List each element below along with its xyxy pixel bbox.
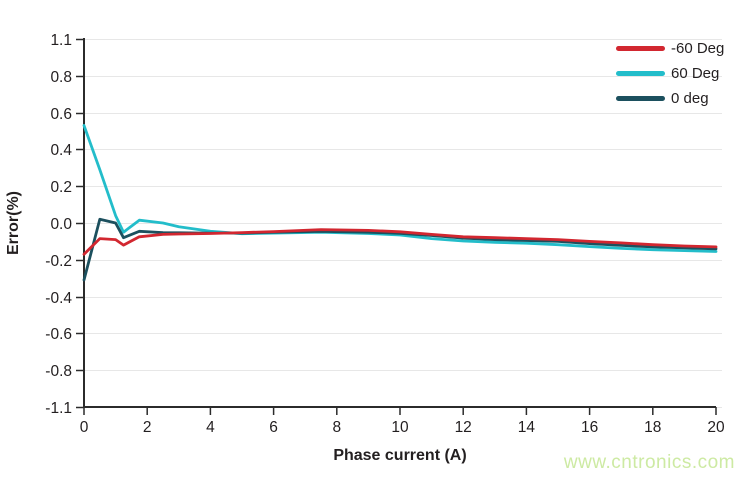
legend-item-neg60deg: -60 Deg [616, 40, 734, 57]
legend-swatch-neg60deg-line-icon [616, 46, 665, 51]
x-tick-label: 14 [518, 419, 536, 436]
y-tick-label: 0.6 [50, 106, 72, 123]
legend-item-60deg: 60 Deg [616, 65, 734, 82]
x-tick-label: 2 [143, 419, 152, 436]
legend-item-0deg: 0 deg [616, 90, 734, 107]
x-tick-label: 6 [269, 419, 278, 436]
series-line-60-deg [82, 228, 718, 256]
y-tick-label: -0.6 [45, 326, 72, 343]
x-tick-label: 12 [455, 419, 472, 436]
x-tick-label: 8 [332, 419, 341, 436]
x-tick-label: 20 [707, 419, 725, 436]
x-tick-label: 10 [391, 419, 409, 436]
legend-label-60deg: 60 Deg [671, 65, 720, 82]
series-line-0-deg [82, 217, 718, 282]
watermark: www.cntronics.com [563, 452, 735, 473]
y-tick-label: 0.2 [50, 179, 72, 196]
legend: -60 Deg 60 Deg 0 deg [616, 40, 734, 115]
x-tick-label: 4 [206, 419, 215, 436]
y-tick-label: 0.8 [50, 69, 72, 86]
legend-label-0deg: 0 deg [671, 90, 709, 107]
y-tick-label: 1.1 [50, 32, 72, 49]
legend-label-neg60deg: -60 Deg [671, 40, 725, 57]
y-axis-title: Error(%) [5, 190, 22, 256]
x-tick-label: 0 [80, 419, 89, 436]
y-tick-label: -1.1 [45, 400, 72, 417]
x-tick-label: 16 [581, 419, 598, 436]
y-tick-label: 0.4 [50, 142, 72, 159]
y-tick-label: 0.0 [50, 216, 72, 233]
x-tick-label: 18 [644, 419, 661, 436]
y-tick-label: -0.4 [45, 290, 72, 307]
legend-swatch-60deg-line-icon [616, 71, 665, 76]
legend-swatch-0deg-line-icon [616, 96, 665, 101]
y-tick-label: -0.2 [45, 253, 72, 270]
x-axis-title: Phase current (A) [333, 447, 467, 464]
y-tick-label: -0.8 [45, 363, 72, 380]
